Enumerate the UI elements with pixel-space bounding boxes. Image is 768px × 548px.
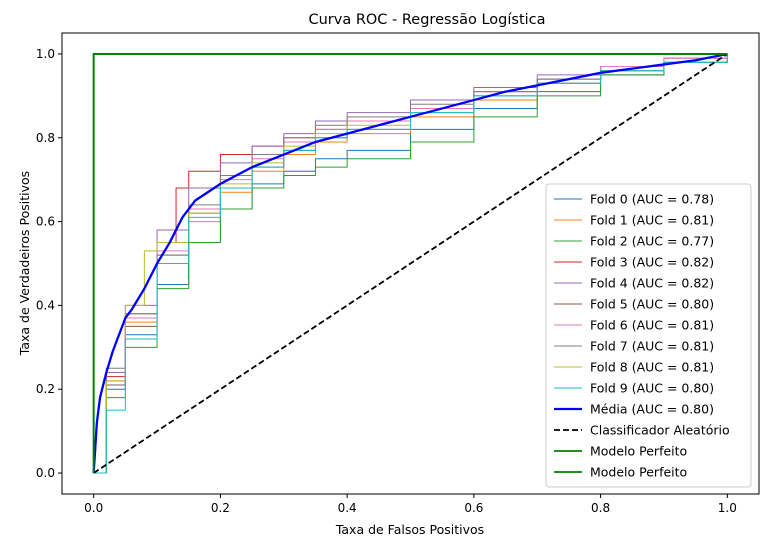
series-line-13 <box>92 53 728 474</box>
chart-title: Curva ROC - Regressão Logística <box>308 12 545 28</box>
x-tick-label: 0.6 <box>464 501 483 515</box>
series-line-11 <box>93 53 728 474</box>
legend-label: Classificador Aleatório <box>590 423 730 438</box>
y-tick-label: 1.0 <box>36 47 55 61</box>
series-line-9 <box>93 53 728 474</box>
legend-label: Fold 9 (AUC = 0.80) <box>590 381 714 396</box>
y-tick-label: 0.2 <box>36 382 55 396</box>
x-tick-label: 0.8 <box>591 501 610 515</box>
legend-label: Fold 8 (AUC = 0.81) <box>590 360 714 375</box>
legend-label: Fold 4 (AUC = 0.82) <box>590 276 714 291</box>
legend-label: Fold 5 (AUC = 0.80) <box>590 297 714 312</box>
legend-label: Fold 2 (AUC = 0.77) <box>590 234 714 249</box>
y-tick-label: 0.4 <box>36 298 55 312</box>
y-tick-label: 0.0 <box>36 466 55 480</box>
legend-label: Fold 1 (AUC = 0.81) <box>590 213 714 228</box>
x-tick-label: 0.2 <box>211 501 230 515</box>
legend: Fold 0 (AUC = 0.78) Fold 1 (AUC = 0.81) Fo… <box>545 183 752 488</box>
series-line-10 <box>92 52 728 474</box>
legend-label: Média (AUC = 0.80) <box>590 402 714 417</box>
axes-frame <box>61 32 760 495</box>
series-line-2 <box>93 53 728 474</box>
legend-label: Modelo Perfeito <box>590 465 687 480</box>
legend-label: Fold 6 (AUC = 0.81) <box>590 318 714 333</box>
legend-label: Fold 3 (AUC = 0.82) <box>590 255 714 270</box>
x-tick-label: 0.4 <box>338 501 357 515</box>
x-tick-label: 0.0 <box>84 501 103 515</box>
legend-label: Fold 0 (AUC = 0.78) <box>590 192 714 207</box>
x-axis-label: Taxa de Falsos Positivos <box>335 522 484 537</box>
y-axis-label: Taxa de Verdadeiros Positivos <box>17 171 32 356</box>
x-tick-label: 1.0 <box>718 501 737 515</box>
legend-label: Fold 7 (AUC = 0.81) <box>590 339 714 354</box>
legend-box <box>545 183 752 488</box>
plot-lines <box>92 52 728 474</box>
legend-label: Modelo Perfeito <box>590 444 687 459</box>
y-tick-label: 0.8 <box>36 131 55 145</box>
axis-ticks: 0.0 0.2 0.4 0.6 0.8 1.0 0.0 0.2 0.4 0.6 0.8 1.0 <box>36 47 737 515</box>
y-tick-label: 0.6 <box>36 215 55 229</box>
